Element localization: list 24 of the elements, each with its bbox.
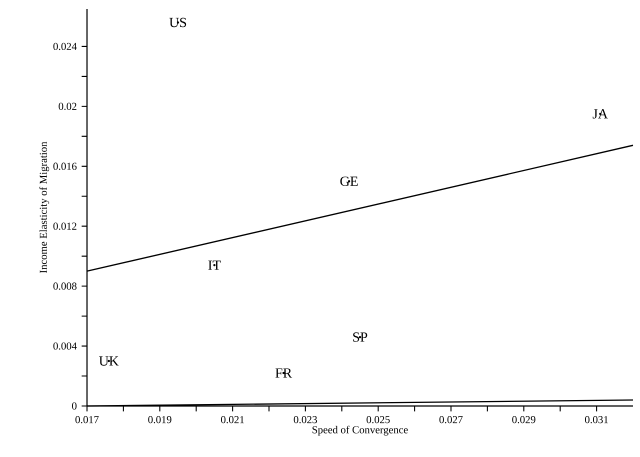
y-axis-title: Income Elasticity of Migration: [39, 142, 50, 274]
x-tick-label: 0.029: [512, 416, 536, 424]
series-label: US: [169, 18, 186, 28]
x-axis-title: Speed of Convergence: [312, 426, 408, 436]
x-tick-label: 0.031: [584, 416, 608, 424]
series-label: UK: [99, 356, 119, 366]
series-label: IT: [208, 260, 221, 270]
series-label: FR: [275, 368, 292, 378]
y-tick-label: 0.024: [53, 42, 77, 50]
x-tick-label: 0.027: [439, 416, 463, 424]
series-label: GE: [340, 176, 358, 186]
y-tick-label: 0.004: [53, 342, 77, 350]
x-tick-label: 0.019: [148, 416, 172, 424]
x-tick-label: 0.021: [221, 416, 244, 424]
series-label: JA: [592, 109, 608, 119]
y-tick-label: 0.02: [58, 102, 76, 110]
series-label: SP: [353, 332, 368, 342]
y-tick-label: 0.012: [53, 222, 76, 230]
x-tick-label: 0.023: [294, 416, 317, 424]
x-tick-label: 0.017: [75, 416, 99, 424]
x-tick-label: 0.025: [366, 416, 390, 424]
y-tick-label: 0.016: [53, 162, 77, 170]
y-tick-label: 0.008: [53, 282, 77, 290]
y-tick-label: 0: [72, 402, 77, 410]
